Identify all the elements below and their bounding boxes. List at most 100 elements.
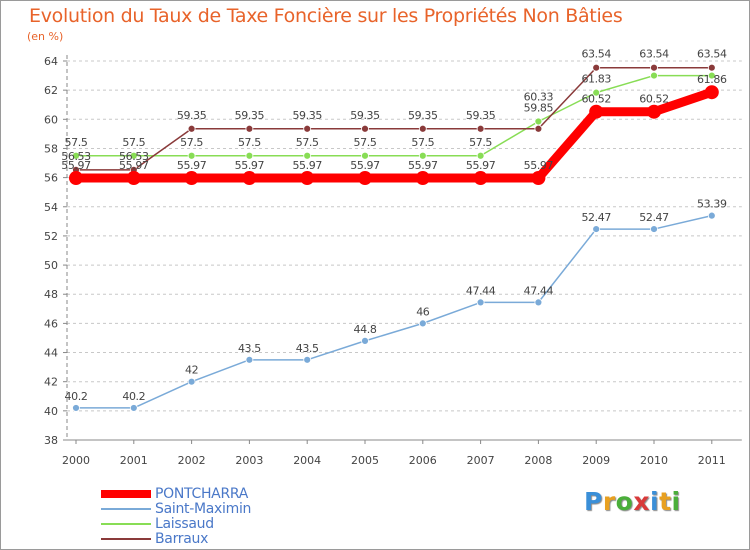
y-tick-label: 42	[44, 376, 58, 389]
data-point	[245, 124, 254, 133]
data-label: 59.35	[235, 109, 265, 122]
data-point	[361, 124, 369, 133]
legend-label: Barraux	[155, 531, 209, 547]
series-barraux	[72, 63, 716, 174]
data-label: 52.47	[639, 211, 669, 224]
logo-letter: x	[633, 487, 650, 516]
data-point	[361, 336, 369, 345]
data-point	[187, 124, 196, 133]
data-label: 59.35	[292, 109, 322, 122]
data-label: 52.47	[581, 211, 611, 224]
series-saint-maximin	[72, 211, 716, 412]
series-line	[75, 214, 713, 409]
data-label: 47.44	[524, 284, 554, 297]
x-tick-label: 2008	[524, 454, 552, 467]
data-label: 61.86	[697, 73, 727, 86]
data-point	[361, 151, 369, 160]
series-line	[71, 87, 717, 183]
data-point	[534, 124, 543, 133]
data-point	[245, 355, 254, 364]
data-label: 57.5	[469, 136, 492, 149]
data-label: 59.35	[408, 109, 438, 122]
data-point	[303, 355, 312, 364]
data-point	[72, 404, 80, 412]
legend-swatch	[101, 508, 151, 510]
data-point	[418, 151, 427, 160]
data-point	[129, 151, 138, 160]
logo-letter: P	[584, 487, 603, 516]
legend-label: PONTCHARRA	[155, 486, 249, 502]
data-point	[187, 151, 196, 160]
data-label: 59.35	[177, 109, 207, 122]
data-point	[473, 171, 488, 186]
legend-swatch	[101, 490, 151, 498]
x-tick-label: 2006	[409, 454, 437, 467]
data-label: 53.39	[697, 198, 727, 211]
data-label: 63.54	[581, 48, 611, 61]
y-tick-label: 54	[44, 201, 58, 214]
data-label: 57.5	[238, 136, 261, 149]
data-label: 57.5	[122, 136, 145, 149]
data-point	[476, 124, 485, 133]
data-label: 55.97	[524, 159, 554, 172]
data-label: 56.53	[61, 150, 91, 163]
x-tick-label: 2009	[582, 454, 610, 467]
data-point	[531, 171, 546, 186]
data-label: 59.35	[466, 109, 496, 122]
data-point	[415, 171, 430, 186]
data-point	[704, 85, 719, 100]
data-label: 59.85	[524, 101, 554, 114]
legend-swatch	[101, 523, 151, 525]
data-label: 55.97	[235, 159, 265, 172]
x-tick-label: 2010	[640, 454, 668, 467]
data-label: 55.97	[350, 159, 380, 172]
x-tick-label: 2011	[698, 454, 726, 467]
x-tick-label: 2000	[62, 454, 90, 467]
series-line	[75, 74, 713, 157]
data-point	[358, 171, 372, 186]
data-point	[650, 63, 658, 72]
data-point	[592, 225, 601, 233]
data-point	[650, 225, 658, 233]
series-line	[75, 66, 713, 171]
data-label: 63.54	[639, 48, 669, 61]
data-label: 57.5	[411, 136, 434, 149]
data-point	[418, 319, 427, 328]
data-point	[72, 151, 80, 160]
data-label: 57.5	[180, 136, 203, 149]
series	[69, 63, 719, 412]
y-tick-label: 50	[44, 259, 58, 272]
data-point	[126, 171, 141, 186]
data-label: 59.35	[350, 109, 380, 122]
legend-label: Laissaud	[155, 516, 214, 532]
y-tick-label: 56	[44, 172, 58, 185]
data-label: 55.97	[119, 159, 149, 172]
axes: 38 40 42 44 46 48 50 52 54 56 58 60 62 64 2000 2001 2002…	[44, 55, 742, 467]
series-pontcharra	[69, 85, 719, 186]
data-point	[303, 124, 312, 133]
data-point	[476, 151, 485, 160]
x-tick-label: 2002	[178, 454, 206, 467]
data-point	[647, 104, 661, 119]
data-label: 40.2	[65, 390, 88, 403]
data-label: 44.8	[354, 323, 377, 336]
data-point	[129, 404, 138, 412]
data-label: 55.97	[466, 159, 496, 172]
x-tick-label: 2003	[235, 454, 263, 467]
data-label: 60.52	[639, 93, 669, 106]
data-label: 55.97	[177, 159, 207, 172]
data-label: 55.97	[61, 159, 91, 172]
data-label: 57.5	[354, 136, 377, 149]
data-label: 40.2	[122, 390, 145, 403]
data-point	[534, 117, 543, 126]
x-tick-label: 2001	[120, 454, 148, 467]
y-tick-label: 62	[44, 84, 58, 97]
y-tick-label: 40	[44, 405, 58, 418]
chart-title: Evolution du Taux de Taxe Foncière sur l…	[29, 5, 623, 27]
data-label: 57.5	[65, 136, 88, 149]
data-point	[303, 151, 312, 160]
data-label: 60.33	[524, 90, 554, 103]
data-point	[707, 211, 716, 220]
legend-label: Saint-Maximin	[155, 501, 252, 517]
